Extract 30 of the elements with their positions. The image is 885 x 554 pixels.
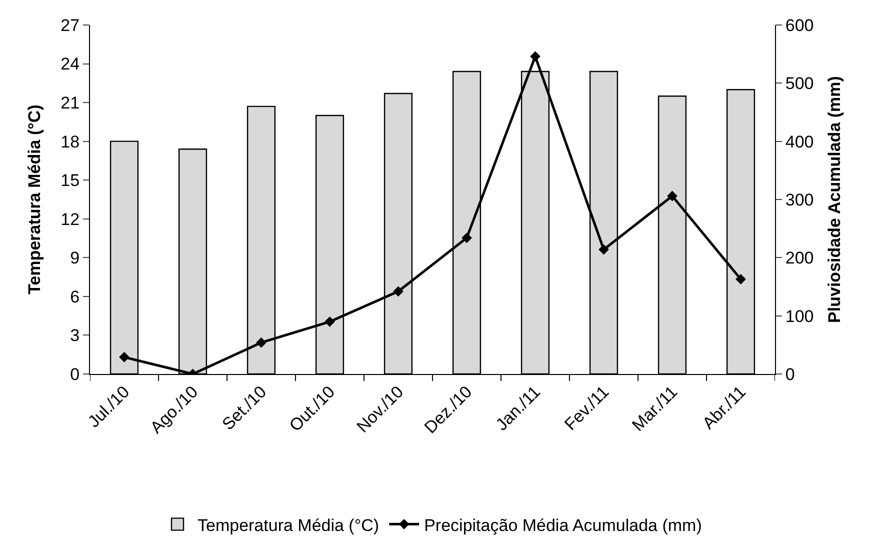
point <box>462 232 472 244</box>
y-tick-label: 3 <box>70 326 80 346</box>
y-tick-label: 24 <box>60 54 80 74</box>
y-tick-label: 27 <box>60 16 80 35</box>
legend-label: Precipitação Média Acumulada (mm) <box>424 516 702 535</box>
point <box>736 274 746 284</box>
point <box>530 51 540 62</box>
y2-axis-title: Pluviosidade Acumulada (mm) <box>825 76 844 323</box>
y2-tick-label: 400 <box>785 132 814 152</box>
y-tick-label: 12 <box>60 210 80 229</box>
y-tick-label: 21 <box>60 94 80 113</box>
y2-tick-label: 0 <box>785 364 795 384</box>
y-tick-label: 15 <box>60 171 80 190</box>
y-tick-label: 18 <box>60 132 80 152</box>
y-axis-title: Temperatura Média (°C) <box>25 104 44 294</box>
point <box>119 352 130 362</box>
point <box>667 190 678 202</box>
legend-label: Temperatura Média (°C) <box>198 516 380 535</box>
y2-tick-label: 200 <box>785 248 814 268</box>
y-tick-label: 0 <box>70 364 80 384</box>
point <box>256 337 266 348</box>
point <box>324 316 335 327</box>
y2-tick-label: 100 <box>785 306 814 326</box>
point <box>393 286 404 297</box>
y-tick-label: 6 <box>70 287 80 306</box>
y2-tick-label: 500 <box>785 74 814 94</box>
y2-tick-label: 600 <box>785 16 814 35</box>
y2-tick-label: 300 <box>785 190 814 210</box>
point <box>598 244 609 255</box>
y-tick-label: 9 <box>70 248 80 268</box>
